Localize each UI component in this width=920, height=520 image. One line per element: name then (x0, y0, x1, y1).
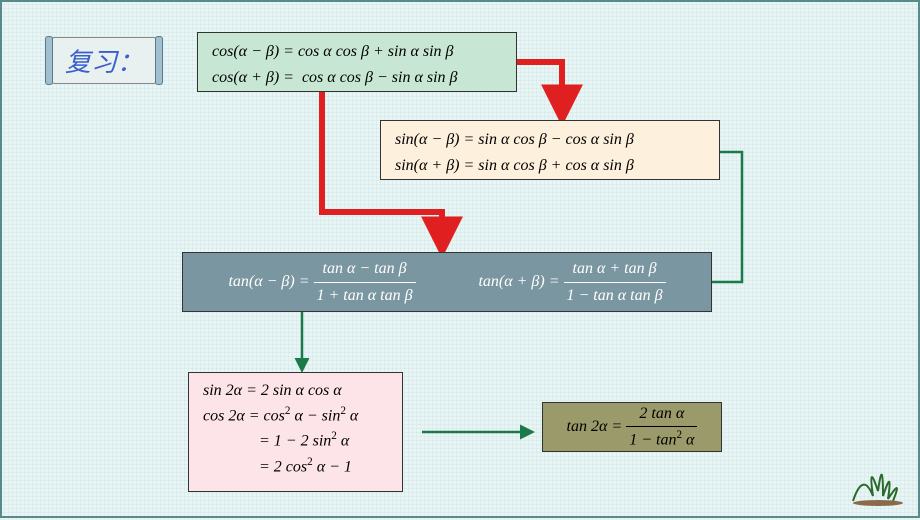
sin-sum: sin(α + β) = sin α cos β + cos α sin β (395, 153, 705, 179)
cos-diff: cos(α − β) = cos α cos β + sin α sin β (212, 39, 502, 65)
tan-double: tan 2α = 2 tan α1 − tan2 α (567, 401, 698, 454)
sin-double: sin 2α = 2 sin α cos α (203, 379, 388, 403)
sin-diff: sin(α − β) = sin α cos β − cos α sin β (395, 127, 705, 153)
tan-diff: tan(α − β) = tan α − tan β1 + tan α tan … (228, 256, 415, 308)
cos-sum: cos(α + β) = cos α cos β − sin α sin β (212, 65, 502, 91)
cos-double-2: = 1 − 2 sin2 α (203, 428, 388, 453)
review-title: 复习： (52, 37, 156, 84)
tan-double-box: tan 2α = 2 tan α1 − tan2 α (542, 402, 722, 452)
sin-formulas-box: sin(α − β) = sin α cos β − cos α sin β s… (380, 120, 720, 180)
double-angle-box: sin 2α = 2 sin α cos α cos 2α = cos2 α −… (188, 372, 403, 492)
plant-icon (848, 451, 908, 506)
cos-double-3: = 2 cos2 α − 1 (203, 454, 388, 479)
tan-sum: tan(α + β) = tan α + tan β1 − tan α tan … (478, 256, 665, 308)
cos-double-1: cos 2α = cos2 α − sin2 α (203, 403, 388, 428)
cos-formulas-box: cos(α − β) = cos α cos β + sin α sin β c… (197, 32, 517, 92)
tan-formulas-box: tan(α − β) = tan α − tan β1 + tan α tan … (182, 252, 712, 312)
